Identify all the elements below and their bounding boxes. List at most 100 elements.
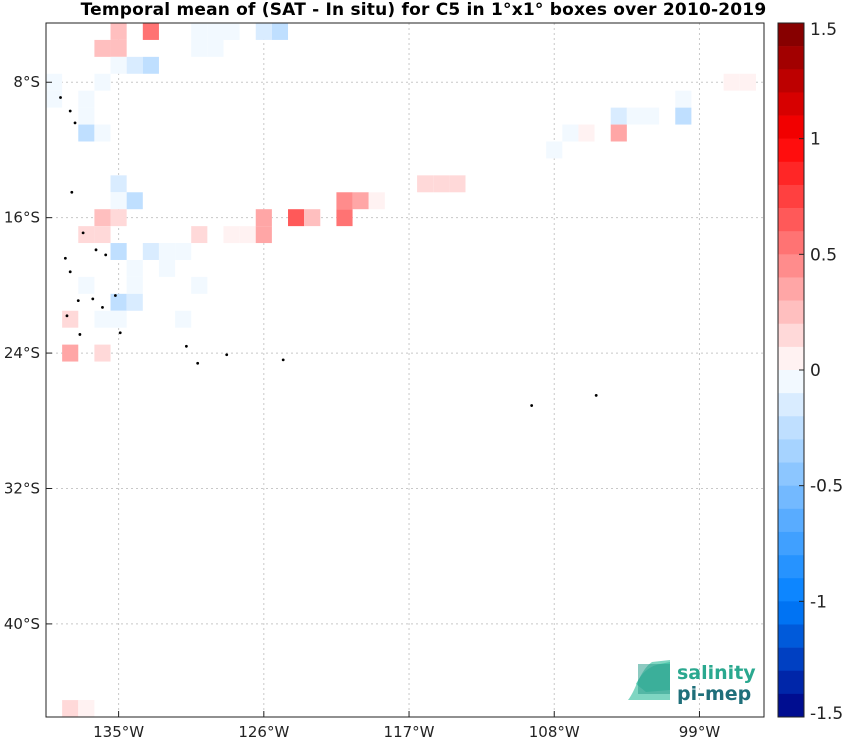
- map-cells: [46, 23, 756, 717]
- heatmap-cell: [675, 107, 692, 125]
- heatmap-cell: [94, 226, 111, 244]
- y-tick-label: 32°S: [4, 479, 40, 497]
- heatmap-cell: [94, 209, 111, 227]
- x-tick-label: 135°W: [93, 723, 144, 740]
- heatmap-cell: [110, 175, 127, 193]
- colorbar-tick-label: 1: [810, 130, 821, 150]
- colorbar-tick-label: 1.5: [810, 20, 837, 40]
- colorbar-step: [778, 138, 804, 163]
- heatmap-cell: [78, 124, 95, 142]
- heatmap-cell: [207, 39, 224, 57]
- map-gridlines: [46, 23, 764, 717]
- y-tick-label: 40°S: [4, 615, 40, 633]
- heatmap-cell: [158, 243, 176, 260]
- x-axis-ticks: 135°W 126°W 117°W 108°W 99°W: [93, 711, 720, 740]
- heatmap-cell: [368, 192, 385, 210]
- island-marker: [196, 361, 200, 365]
- heatmap-cell: [94, 73, 111, 91]
- heatmap-cell: [191, 276, 208, 294]
- heatmap-cell: [110, 310, 127, 328]
- colorbar-step: [778, 208, 804, 232]
- heatmap-cell: [255, 23, 272, 40]
- heatmap-cell: [255, 226, 272, 244]
- colorbar-tick-label: 0: [810, 361, 821, 381]
- heatmap-cell: [126, 56, 143, 74]
- heatmap-cell: [207, 23, 224, 40]
- heatmap-cell: [191, 23, 208, 40]
- y-axis-ticks: 8°S 16°S 24°S 32°S 40°S: [4, 73, 52, 633]
- colorbar-step: [778, 601, 804, 625]
- heatmap-cell: [610, 107, 627, 125]
- colorbar-step: [778, 624, 804, 648]
- colorbar-step: [778, 508, 804, 533]
- heatmap-cell: [142, 23, 159, 40]
- colorbar-step: [778, 370, 804, 394]
- heatmap-cell: [304, 209, 321, 227]
- x-tick-label: 99°W: [679, 723, 721, 740]
- salinity-pimep-logo: salinity pi-mep: [628, 660, 756, 705]
- heatmap-cell: [417, 175, 434, 193]
- heatmap-cell: [62, 700, 79, 717]
- heatmap-cell: [94, 310, 111, 328]
- island-marker: [81, 231, 85, 235]
- colorbar-step: [778, 69, 804, 93]
- heatmap-cell: [336, 209, 353, 227]
- colorbar-tick-label: 0.5: [810, 245, 837, 265]
- heatmap-cell: [433, 175, 450, 193]
- colorbar-tick-label: -0.5: [810, 477, 843, 497]
- heatmap-cell: [94, 344, 111, 362]
- heatmap-cell: [158, 259, 176, 277]
- heatmap-cell: [626, 107, 643, 125]
- heatmap-cell: [62, 310, 79, 328]
- heatmap-cell: [62, 344, 79, 362]
- colorbar-step: [778, 46, 804, 70]
- heatmap-cell: [223, 226, 240, 244]
- island-marker: [70, 190, 74, 194]
- heatmap-cell: [675, 90, 692, 108]
- heatmap-cell: [142, 56, 159, 74]
- heatmap-cell: [110, 39, 127, 57]
- heatmap-cell: [142, 243, 159, 260]
- colorbar-ticks: 1.5 1 0.5 0 -0.5 -1 -1.5: [799, 20, 843, 724]
- colorbar-step: [778, 300, 804, 325]
- heatmap-cell: [191, 39, 208, 57]
- island-marker: [63, 256, 67, 260]
- island-marker: [76, 299, 80, 302]
- colorbar-step: [778, 485, 804, 510]
- heatmap-cell: [126, 192, 143, 210]
- heatmap-cell: [78, 226, 95, 244]
- heatmap-cell: [352, 192, 369, 210]
- heatmap-cell: [578, 124, 595, 142]
- heatmap-cell: [126, 293, 143, 311]
- colorbar-step: [778, 578, 804, 602]
- colorbar-step: [778, 647, 804, 672]
- logo-panel-icon: [638, 664, 670, 694]
- colorbar-step: [778, 346, 804, 371]
- heatmap-cell: [271, 23, 289, 40]
- heatmap-cell: [78, 700, 95, 717]
- heatmap-cell: [110, 56, 127, 74]
- colorbar-step: [778, 231, 804, 255]
- island-marker: [530, 404, 534, 407]
- island-marker: [78, 333, 82, 336]
- heatmap-cell: [78, 107, 95, 125]
- colorbar-step: [778, 254, 804, 278]
- heatmap-cell: [110, 23, 127, 40]
- colorbar-step: [778, 92, 804, 116]
- heatmap-cell: [126, 259, 143, 277]
- island-marker: [184, 344, 188, 348]
- colorbar-step: [778, 439, 804, 463]
- colorbar-tick-label: -1.5: [810, 704, 843, 724]
- heatmap-cell: [46, 90, 63, 108]
- heatmap-cell: [94, 124, 111, 142]
- colorbar-step: [778, 531, 804, 556]
- heatmap-cell: [78, 90, 95, 108]
- colorbar-step: [778, 161, 804, 186]
- colorbar-step: [778, 277, 804, 301]
- island-marker: [73, 121, 77, 125]
- map-frame: [45, 22, 765, 718]
- logo-line2: pi-mep: [677, 683, 751, 705]
- island-marker: [225, 353, 229, 357]
- island-marker: [94, 248, 98, 252]
- island-marker: [91, 297, 95, 301]
